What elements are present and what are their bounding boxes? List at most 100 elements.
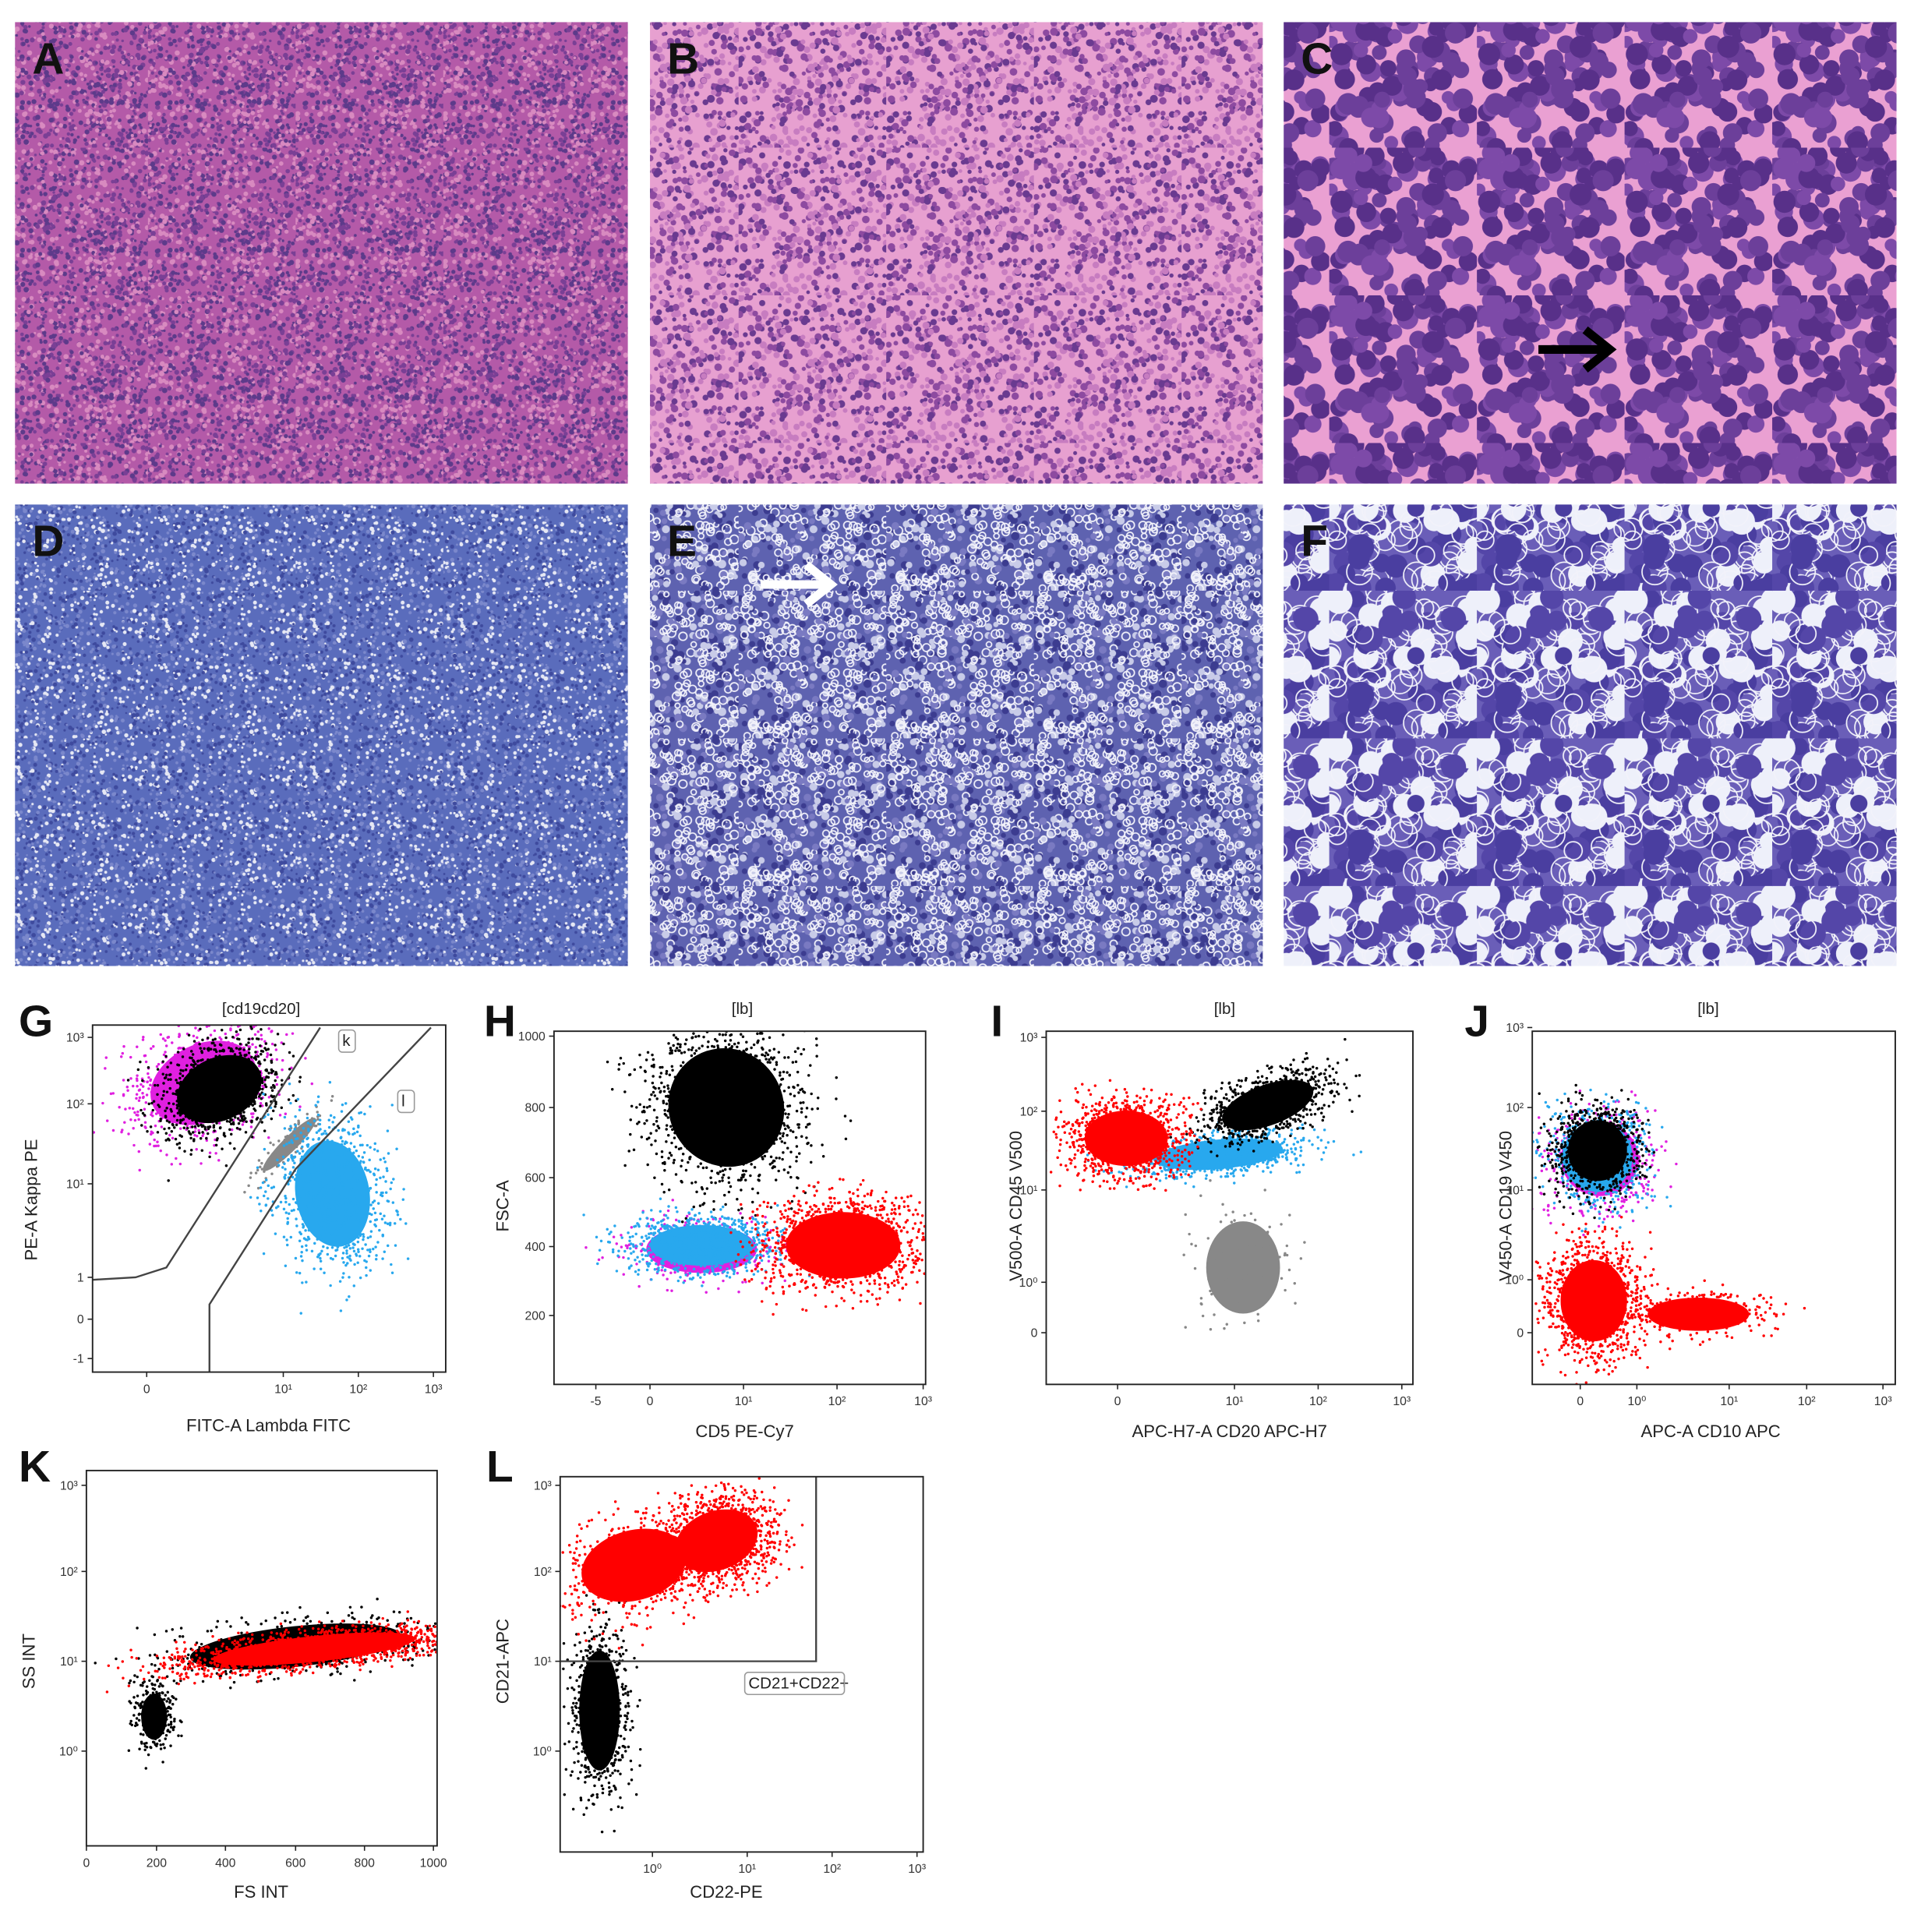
event xyxy=(252,1100,256,1104)
event xyxy=(200,1162,203,1165)
event xyxy=(245,1082,249,1085)
event xyxy=(238,1042,242,1046)
event xyxy=(333,1171,337,1175)
event xyxy=(163,1127,166,1131)
event xyxy=(183,1056,187,1059)
event xyxy=(210,1041,214,1045)
event xyxy=(168,1097,171,1100)
event xyxy=(171,1083,175,1086)
event xyxy=(234,1059,237,1062)
event xyxy=(188,1117,191,1120)
event xyxy=(181,1106,184,1109)
event xyxy=(161,1037,165,1040)
event xyxy=(273,1085,276,1088)
micrograph xyxy=(1284,504,1897,966)
event xyxy=(234,1099,237,1103)
event xyxy=(161,1084,164,1087)
event xyxy=(314,1233,318,1237)
event xyxy=(218,1112,222,1115)
event xyxy=(274,1048,278,1051)
event xyxy=(202,1082,206,1086)
arrow xyxy=(1538,326,1617,373)
event xyxy=(249,1025,252,1028)
event xyxy=(233,1085,236,1089)
event xyxy=(171,1087,175,1090)
event xyxy=(133,1111,136,1114)
event xyxy=(227,1104,231,1107)
event xyxy=(220,1084,223,1088)
event xyxy=(247,1184,250,1188)
event xyxy=(190,1092,194,1095)
event xyxy=(192,1048,196,1052)
event xyxy=(209,1066,212,1070)
event xyxy=(101,1101,104,1105)
event xyxy=(204,1055,208,1059)
event xyxy=(202,1104,205,1107)
event xyxy=(193,1103,197,1106)
event xyxy=(206,1047,210,1051)
event xyxy=(361,1176,365,1179)
event xyxy=(197,1101,200,1105)
event xyxy=(185,1102,189,1105)
event xyxy=(260,1161,263,1165)
event xyxy=(244,1100,248,1103)
event xyxy=(165,1153,168,1157)
event xyxy=(259,1093,262,1097)
event xyxy=(240,1080,244,1084)
event xyxy=(167,1137,170,1141)
event xyxy=(233,1054,237,1058)
event xyxy=(214,1143,218,1147)
event xyxy=(168,1126,171,1130)
event xyxy=(264,1048,268,1051)
event xyxy=(178,1102,182,1106)
event xyxy=(214,1113,217,1117)
event xyxy=(192,1096,196,1099)
event xyxy=(362,1235,365,1238)
event xyxy=(144,1101,148,1104)
event xyxy=(206,1132,210,1136)
event xyxy=(365,1196,369,1200)
event xyxy=(168,1121,171,1124)
event xyxy=(137,1118,140,1121)
event xyxy=(263,1083,267,1086)
event xyxy=(176,1105,179,1108)
event xyxy=(243,1190,246,1194)
event xyxy=(253,1109,257,1112)
event xyxy=(193,1130,197,1133)
event xyxy=(233,1070,236,1074)
event xyxy=(222,1132,226,1135)
event xyxy=(189,1056,192,1060)
event xyxy=(200,1119,203,1123)
event xyxy=(178,1127,182,1130)
event xyxy=(299,1172,302,1176)
event xyxy=(205,1136,208,1140)
event xyxy=(213,1143,216,1147)
event xyxy=(267,1072,270,1075)
event xyxy=(167,1036,171,1039)
event xyxy=(228,1128,231,1132)
event xyxy=(319,1219,322,1223)
event xyxy=(294,1124,298,1127)
event xyxy=(199,1047,202,1050)
event xyxy=(178,1111,182,1114)
event xyxy=(238,1088,242,1091)
event xyxy=(270,1209,274,1212)
event xyxy=(255,1070,258,1073)
event xyxy=(153,1144,156,1148)
event xyxy=(231,1083,235,1086)
panel-label: F xyxy=(1301,517,1328,567)
event xyxy=(141,1096,145,1100)
event xyxy=(178,1105,182,1108)
event xyxy=(272,1157,276,1161)
event xyxy=(218,1087,222,1091)
event xyxy=(298,1167,302,1170)
event xyxy=(315,1164,318,1167)
event xyxy=(334,1191,338,1194)
event xyxy=(161,1097,164,1100)
event xyxy=(298,1141,302,1145)
event xyxy=(313,1267,316,1270)
event xyxy=(232,1080,235,1083)
event xyxy=(213,1044,217,1047)
event xyxy=(174,1092,177,1096)
